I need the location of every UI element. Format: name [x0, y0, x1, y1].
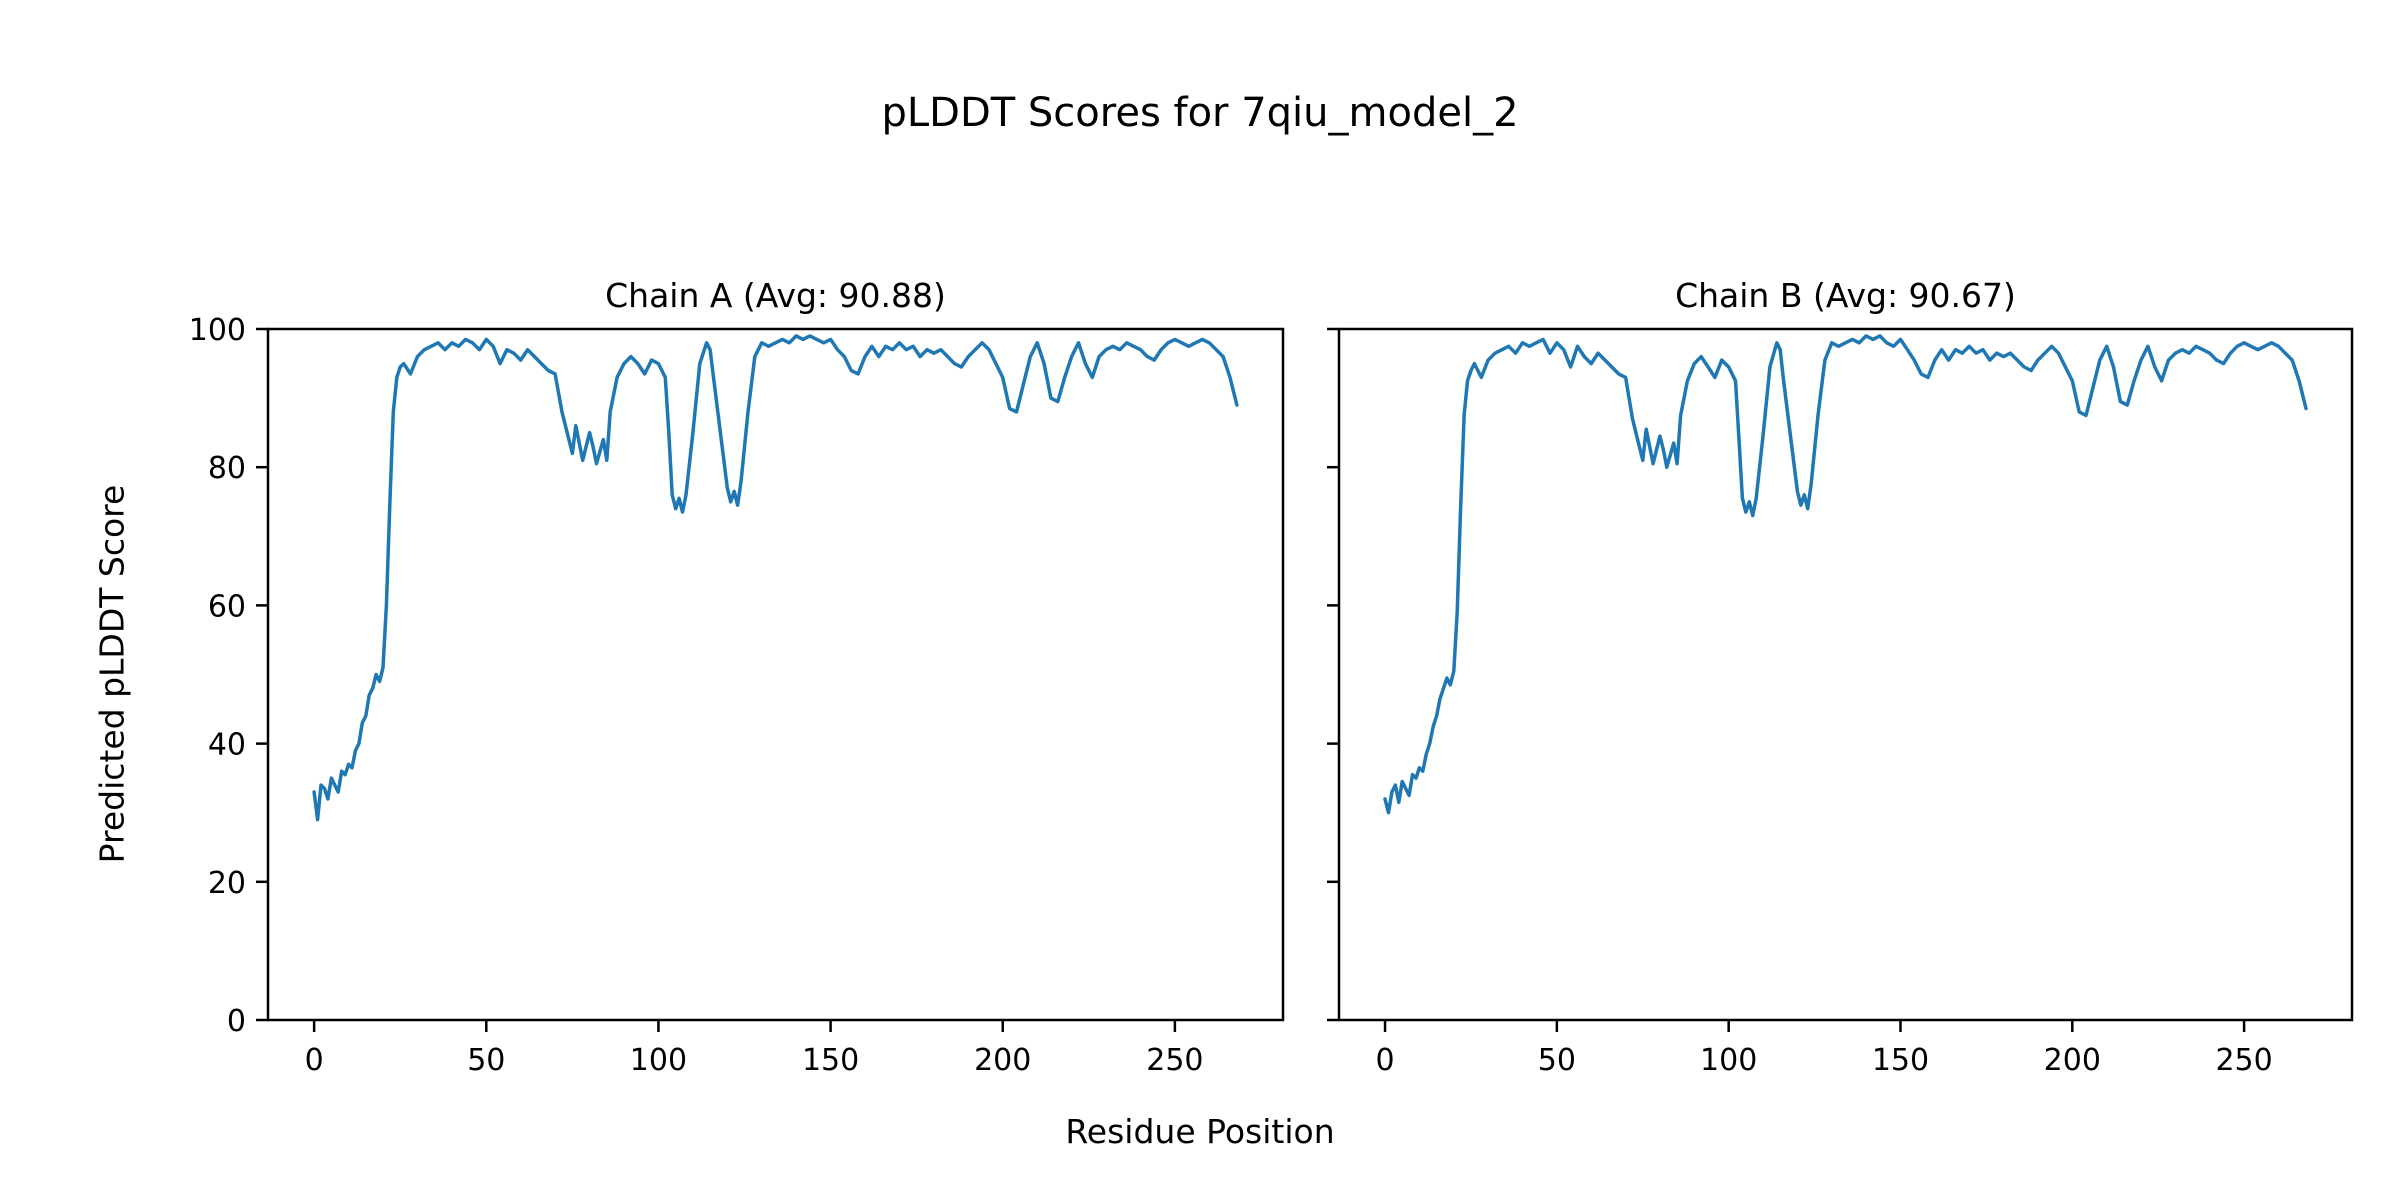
- y-axis-label: Predicted pLDDT Score: [92, 484, 132, 864]
- x-tick-label: 200: [2044, 1043, 2101, 1078]
- plddt-line: [1383, 334, 2308, 815]
- y-tick-label: 40: [208, 728, 246, 763]
- x-tick-label: 100: [630, 1043, 687, 1078]
- chain-b-plot: 0 50 100 150 200 250: [1327, 327, 2354, 1078]
- x-tick-label: 250: [2215, 1043, 2272, 1078]
- x-tick-label: 200: [974, 1043, 1031, 1078]
- y-tick-label: 80: [208, 451, 246, 486]
- x-tick-label: 250: [1146, 1043, 1203, 1078]
- figure-title: pLDDT Scores for 7qiu_model_2: [881, 90, 1519, 136]
- chain-a-plot: 0 50 100 150 200 250 0 20 40 60 80 100: [189, 313, 1285, 1078]
- chain-a-title: Chain A (Avg: 90.88): [605, 276, 946, 315]
- plddt-line: [312, 334, 1239, 822]
- axes-border: [266, 327, 1285, 1022]
- y-tick-label: 60: [208, 589, 246, 624]
- chain-b-title: Chain B (Avg: 90.67): [1675, 276, 2016, 315]
- x-tick-label: 50: [1538, 1043, 1576, 1078]
- x-tick-label: 150: [1872, 1043, 1929, 1078]
- x-axis-label: Residue Position: [1065, 1112, 1335, 1151]
- y-tick-label: 0: [227, 1004, 246, 1039]
- x-tick-label: 0: [305, 1043, 324, 1078]
- x-tick-label: 150: [802, 1043, 859, 1078]
- y-tick-label: 100: [189, 313, 246, 348]
- x-tick-label: 50: [467, 1043, 505, 1078]
- y-tick-label: 20: [208, 866, 246, 901]
- x-tick-label: 0: [1375, 1043, 1394, 1078]
- x-tick-label: 100: [1700, 1043, 1757, 1078]
- axes-border: [1337, 327, 2354, 1022]
